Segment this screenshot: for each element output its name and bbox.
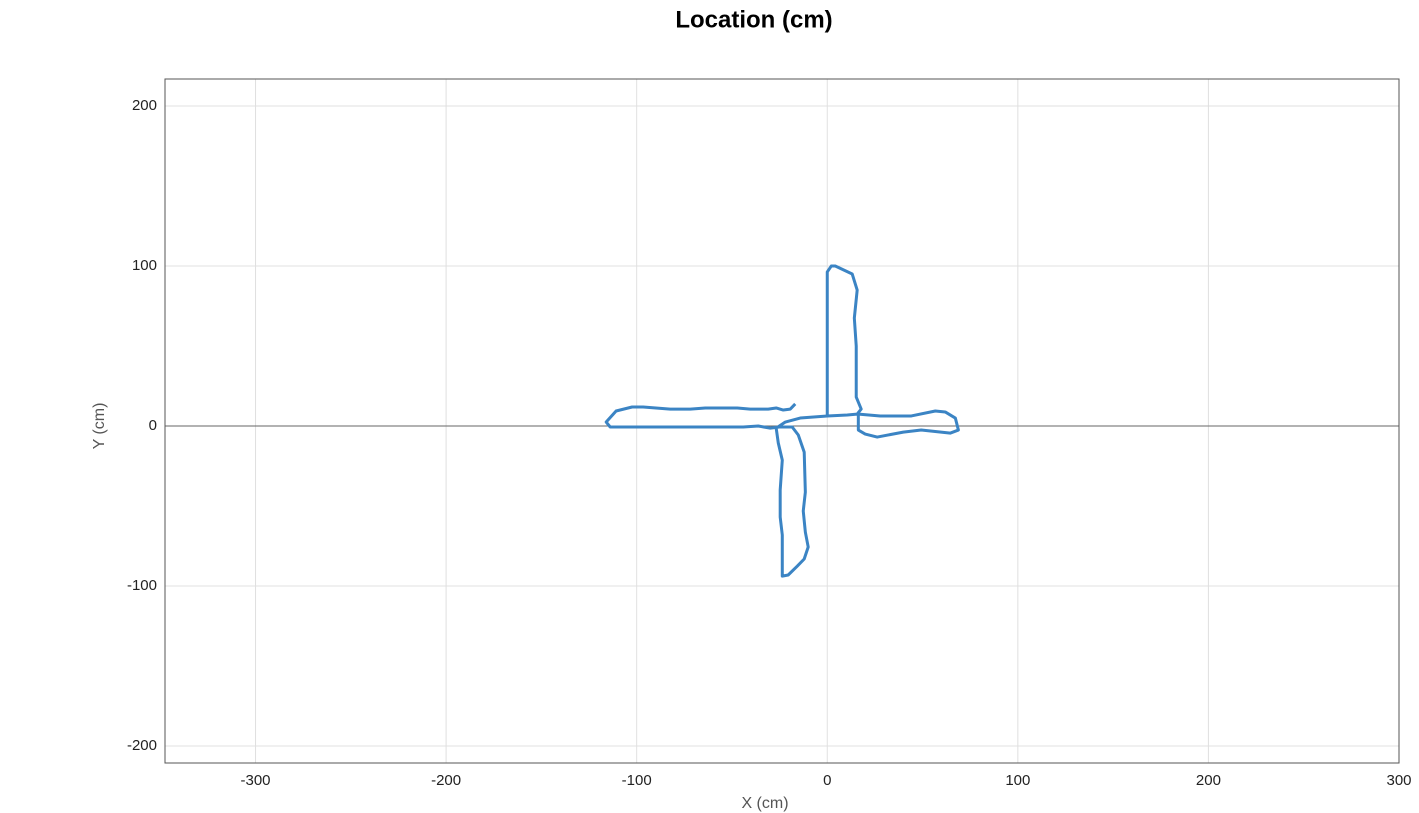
x-tick-label: 0: [823, 772, 831, 789]
y-tick-label: -200: [127, 737, 157, 754]
x-tick-label: -300: [241, 772, 271, 789]
y-tick-label: -100: [127, 577, 157, 594]
x-tick-label: 300: [1386, 772, 1411, 789]
line-series: [604, 264, 960, 578]
x-tick-label: 200: [1196, 772, 1221, 789]
y-tick-label: 100: [132, 257, 157, 274]
y-tick-label: 0: [149, 417, 157, 434]
y-axis-title: Y (cm): [91, 403, 108, 450]
plot-frame: [164, 78, 1400, 764]
x-tick-label: -100: [622, 772, 652, 789]
chart-title: Location (cm): [675, 6, 832, 33]
x-axis-title: X (cm): [741, 795, 788, 812]
y-tick-label: 200: [132, 97, 157, 114]
x-tick-label: 100: [1005, 772, 1030, 789]
x-tick-label: -200: [431, 772, 461, 789]
